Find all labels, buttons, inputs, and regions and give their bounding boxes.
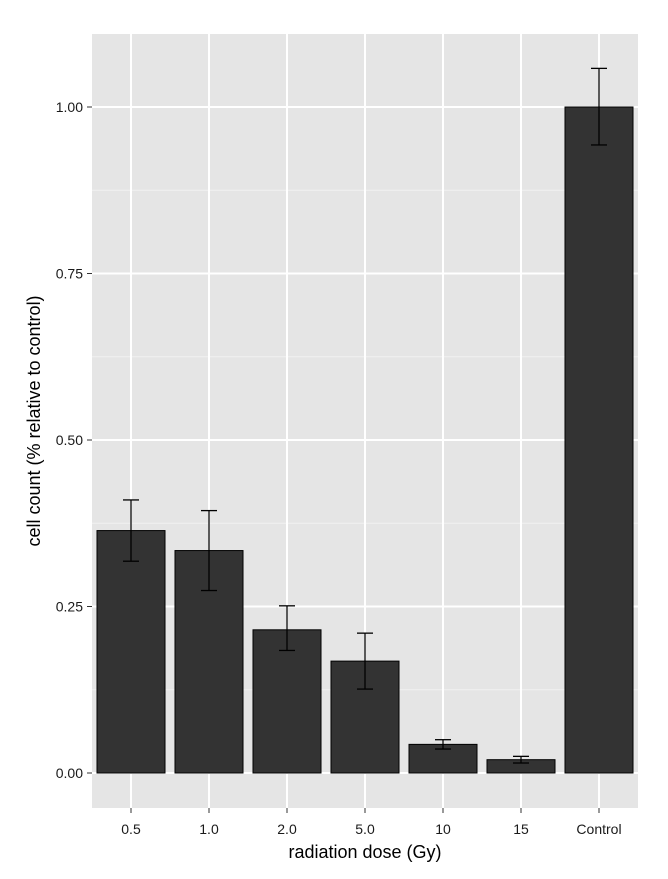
- bar-Control: [564, 106, 634, 774]
- y-tick-label: 0.50: [56, 432, 83, 448]
- y-axis-ticks: 0.00 0.25 0.50 0.75 1.00: [56, 99, 92, 781]
- error-bar-0.5: [123, 499, 139, 562]
- y-axis-title: cell count (% relative to control): [24, 295, 44, 546]
- bar-2.0: [252, 629, 322, 774]
- x-tick-label: 10: [435, 821, 451, 837]
- x-tick-label: Control: [576, 821, 621, 837]
- y-tick-label: 0.25: [56, 599, 83, 615]
- error-bar-2.0: [279, 605, 295, 652]
- bar-0.5: [96, 530, 166, 774]
- x-tick-label: 2.0: [277, 821, 297, 837]
- y-tick-label: 0.75: [56, 266, 83, 282]
- error-bar-Control: [591, 67, 607, 146]
- error-bar-1.0: [201, 509, 217, 592]
- x-tick-label: 1.0: [199, 821, 219, 837]
- y-tick-label: 0.00: [56, 765, 83, 781]
- x-tick-label: 5.0: [355, 821, 375, 837]
- error-bar-5.0: [357, 632, 373, 690]
- error-bars: [123, 67, 607, 764]
- y-tick-label: 1.00: [56, 99, 83, 115]
- error-bar-15: [513, 755, 529, 764]
- x-axis-ticks: 0.5 1.0 2.0 5.0 10 15 Control: [121, 808, 622, 837]
- x-axis-title: radiation dose (Gy): [288, 842, 441, 862]
- error-bar-10: [435, 739, 451, 750]
- x-tick-label: 0.5: [121, 821, 141, 837]
- x-tick-label: 15: [513, 821, 529, 837]
